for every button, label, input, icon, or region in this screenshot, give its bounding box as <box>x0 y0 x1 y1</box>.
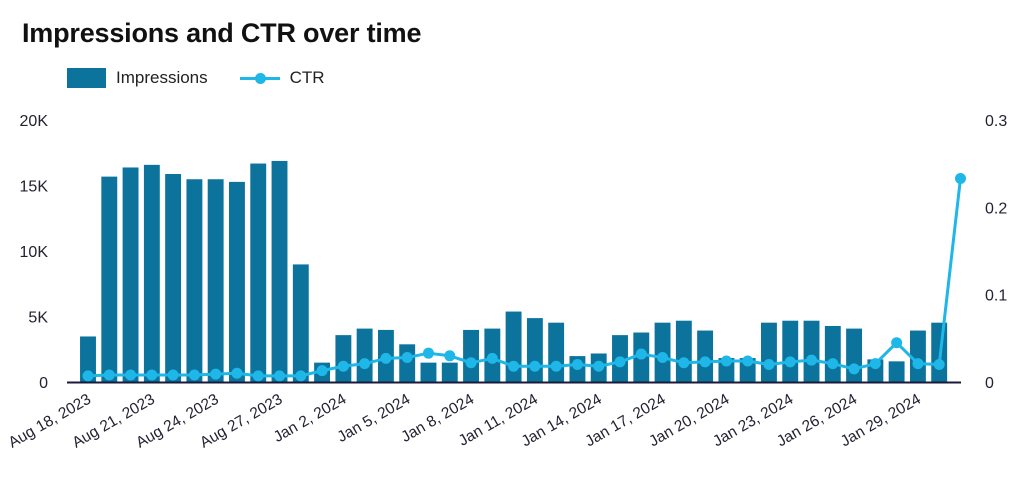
y-tick-label: 0 <box>39 375 48 392</box>
ctr-point[interactable] <box>827 358 839 370</box>
ctr-point[interactable] <box>593 360 605 372</box>
impressions-bar[interactable] <box>675 320 693 383</box>
ctr-point[interactable] <box>891 337 903 349</box>
ctr-point[interactable] <box>146 369 158 381</box>
ctr-point[interactable] <box>422 347 434 359</box>
impressions-bar[interactable] <box>802 320 821 383</box>
impressions-bar[interactable] <box>143 164 161 383</box>
impressions-bar[interactable] <box>270 160 289 383</box>
impressions-bar[interactable] <box>547 322 565 383</box>
ctr-point[interactable] <box>720 355 732 367</box>
ctr-point[interactable] <box>401 352 413 364</box>
y2-tick-label: 0.1 <box>985 288 1007 305</box>
impressions-bars <box>79 160 948 383</box>
ctr-point[interactable] <box>252 370 264 382</box>
ctr-point[interactable] <box>82 370 94 382</box>
ctr-point[interactable] <box>359 358 371 370</box>
ctr-point[interactable] <box>486 352 498 364</box>
ctr-point[interactable] <box>806 354 818 366</box>
bar-swatch-icon <box>67 68 106 88</box>
ctr-point[interactable] <box>188 369 200 381</box>
impressions-bar[interactable] <box>781 320 799 383</box>
impressions-bar[interactable] <box>334 334 352 383</box>
y2-tick-label: 0.3 <box>985 113 1007 130</box>
impressions-bar[interactable] <box>824 325 842 383</box>
impressions-bar[interactable] <box>419 362 438 383</box>
y2-tick-label: 0.2 <box>985 200 1007 217</box>
impressions-bar[interactable] <box>462 329 480 383</box>
ctr-point[interactable] <box>635 348 647 360</box>
ctr-point[interactable] <box>550 360 562 372</box>
chart-title: Impressions and CTR over time <box>22 18 422 48</box>
ctr-point[interactable] <box>167 369 179 381</box>
ctr-point[interactable] <box>125 369 137 381</box>
impressions-bar[interactable] <box>164 173 182 383</box>
impressions-bar[interactable] <box>696 329 714 383</box>
impressions-bar[interactable] <box>292 263 310 383</box>
ctr-point[interactable] <box>848 363 860 375</box>
impressions-bar[interactable] <box>356 327 374 383</box>
ctr-point[interactable] <box>337 360 349 372</box>
y-tick-label: 15K <box>20 179 49 196</box>
ctr-point[interactable] <box>210 368 222 380</box>
legend-item-ctr[interactable]: CTR <box>239 68 325 88</box>
ctr-point[interactable] <box>231 367 243 379</box>
legend-item-impressions[interactable]: Impressions <box>67 68 208 88</box>
impressions-bar[interactable] <box>100 176 118 383</box>
ctr-point[interactable] <box>571 359 583 371</box>
y2-tick-label: 0 <box>985 375 994 392</box>
ctr-point[interactable] <box>742 355 754 367</box>
ctr-point[interactable] <box>954 173 966 185</box>
impressions-bar[interactable] <box>888 360 906 383</box>
legend-label-impressions: Impressions <box>116 68 208 87</box>
ctr-point[interactable] <box>103 369 115 381</box>
legend: Impressions CTR <box>67 68 357 88</box>
impressions-bar[interactable] <box>249 162 267 383</box>
ctr-point[interactable] <box>763 359 775 371</box>
ctr-point[interactable] <box>508 360 520 372</box>
legend-label-ctr: CTR <box>289 68 325 87</box>
ctr-point[interactable] <box>933 359 945 371</box>
ctr-point[interactable] <box>699 356 711 368</box>
impressions-bar[interactable] <box>207 178 225 383</box>
ctr-point[interactable] <box>529 360 541 372</box>
ctr-point[interactable] <box>784 356 796 368</box>
ctr-line-series <box>82 173 966 382</box>
ctr-point[interactable] <box>614 356 626 368</box>
y-axis-left: 0 5K 10K 15K 20K <box>20 113 49 392</box>
ctr-point[interactable] <box>657 352 669 364</box>
ctr-point[interactable] <box>274 370 286 382</box>
impressions-bar[interactable] <box>526 317 544 383</box>
y-tick-label: 20K <box>20 113 49 130</box>
ctr-point[interactable] <box>295 370 307 382</box>
y-axis-right: 0 0.1 0.2 0.3 <box>985 113 1007 392</box>
ctr-point[interactable] <box>316 365 328 377</box>
impressions-bar[interactable] <box>760 322 778 383</box>
impressions-bar[interactable] <box>185 178 203 383</box>
impressions-bar[interactable] <box>122 166 140 383</box>
ctr-point[interactable] <box>869 358 881 370</box>
ctr-point[interactable] <box>912 358 924 370</box>
ctr-point[interactable] <box>380 352 392 364</box>
impressions-bar[interactable] <box>441 362 459 383</box>
y-tick-label: 10K <box>20 244 49 261</box>
ctr-point[interactable] <box>465 357 477 369</box>
y-tick-label: 5K <box>28 310 48 327</box>
line-swatch-icon <box>239 68 280 88</box>
ctr-point[interactable] <box>444 350 456 362</box>
ctr-point[interactable] <box>678 357 690 369</box>
impressions-bar[interactable] <box>228 181 246 383</box>
